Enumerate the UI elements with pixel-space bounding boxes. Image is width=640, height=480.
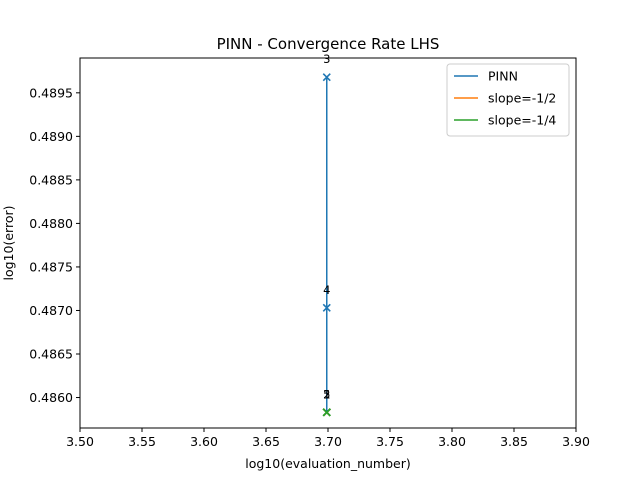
y-tick-label: 0.4865	[29, 347, 73, 362]
plot-layer: 12 3 4 5	[322, 52, 331, 417]
x-tick-label: 3.80	[438, 434, 466, 449]
point-label: 4	[323, 283, 330, 297]
x-tick-label: 3.90	[562, 434, 590, 449]
point-marker-stroke	[322, 73, 331, 82]
x-axis-ticks: 3.50 3.55 3.60 3.65 3.70 3.75 3.80 3.85 3.90	[66, 428, 590, 449]
x-tick-label: 3.75	[376, 434, 404, 449]
y-tick-label: 0.4890	[29, 129, 73, 144]
x-tick-label: 3.60	[190, 434, 218, 449]
point-label: 1	[323, 387, 330, 401]
point-marker-stroke	[322, 303, 331, 312]
series-2-point	[322, 408, 331, 417]
y-tick-label: 0.4885	[29, 172, 73, 187]
point-label: 2	[323, 387, 330, 401]
point-marker-stroke	[322, 408, 331, 417]
legend-label: slope=-1/2	[488, 91, 556, 106]
legend: PINN slope=-1/2 slope=-1/4	[446, 63, 570, 137]
series-0-point	[322, 73, 331, 82]
y-tick-label: 0.4895	[29, 85, 73, 100]
x-tick-label: 3.85	[500, 434, 528, 449]
y-tick-label: 0.4870	[29, 303, 73, 318]
x-tick-label: 3.55	[128, 434, 156, 449]
legend-label: PINN	[488, 69, 518, 84]
point-label: 3	[323, 52, 330, 66]
y-axis-ticks: 0.4860 0.4865 0.4870 0.4875 0.4880 0.4885 0.48…	[29, 85, 80, 405]
x-tick-label: 3.65	[252, 434, 280, 449]
x-tick-label: 3.70	[314, 434, 342, 449]
y-tick-label: 0.4880	[29, 216, 73, 231]
y-tick-label: 0.4860	[29, 390, 73, 405]
plot-title: PINN - Convergence Rate LHS	[217, 35, 440, 53]
legend-box	[446, 63, 570, 137]
series-0-point	[322, 303, 331, 312]
y-tick-label: 0.4875	[29, 259, 73, 274]
y-axis-title: log10(error)	[1, 206, 16, 281]
x-axis-title: log10(evaluation_number)	[245, 456, 411, 471]
point-label: 5	[323, 387, 330, 401]
legend-label: slope=-1/4	[488, 113, 556, 128]
x-tick-label: 3.50	[66, 434, 94, 449]
